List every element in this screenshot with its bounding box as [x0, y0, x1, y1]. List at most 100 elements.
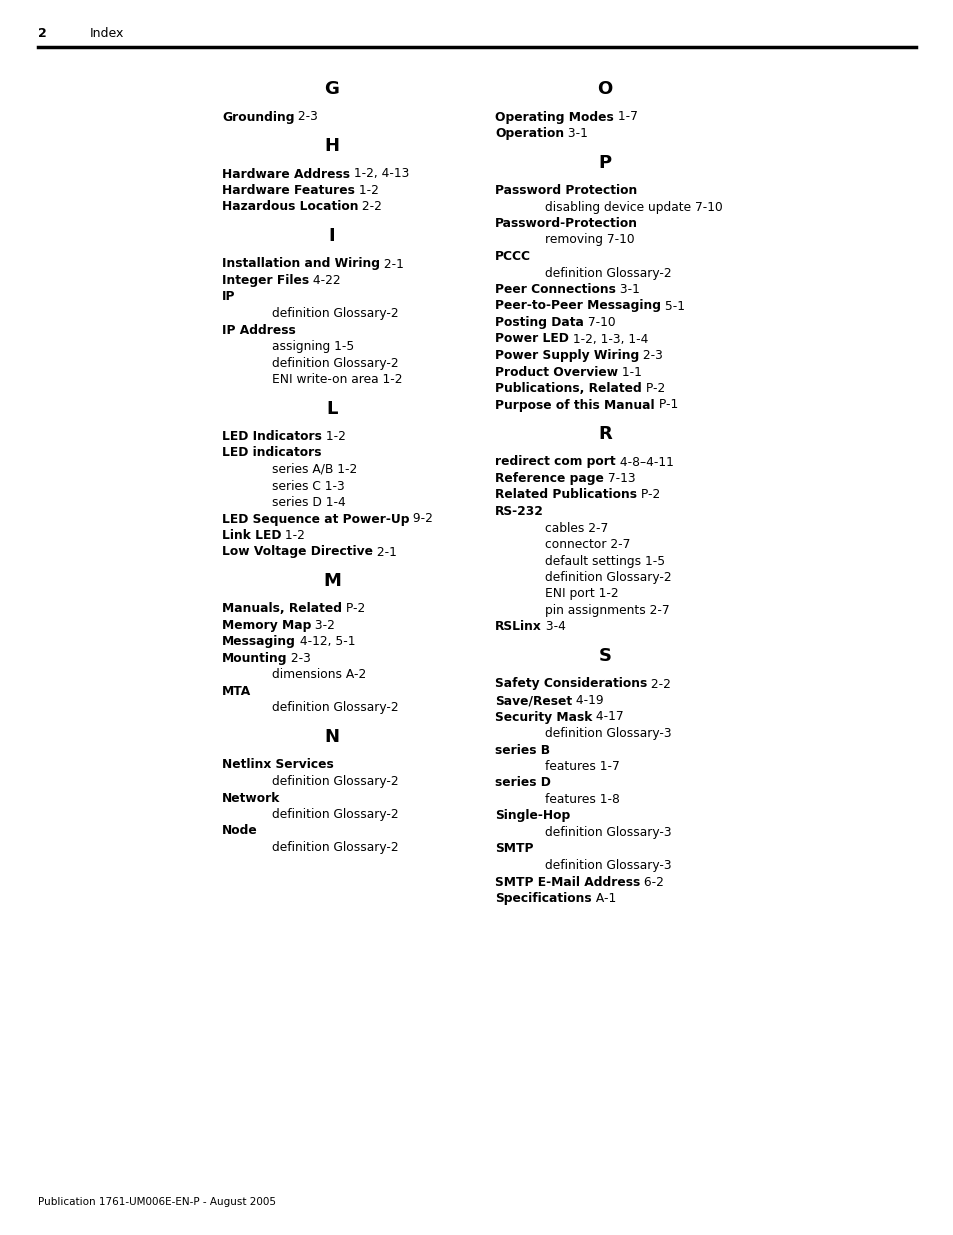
Text: series A/B 1-2: series A/B 1-2 [272, 463, 356, 475]
Text: 4-19: 4-19 [572, 694, 603, 706]
Text: Posting Data: Posting Data [495, 316, 583, 329]
Text: Hardware Address: Hardware Address [222, 168, 350, 180]
Text: features 1-7: features 1-7 [544, 760, 619, 773]
Text: 2: 2 [38, 27, 47, 40]
Text: Low Voltage Directive: Low Voltage Directive [222, 546, 373, 558]
Text: ENI write-on area 1-2: ENI write-on area 1-2 [272, 373, 402, 387]
Text: Publication 1761-UM006E-EN-P - August 2005: Publication 1761-UM006E-EN-P - August 20… [38, 1197, 275, 1207]
Text: Index: Index [90, 27, 124, 40]
Text: Publications, Related: Publications, Related [495, 382, 641, 395]
Text: Hazardous Location: Hazardous Location [222, 200, 358, 214]
Text: 3-1: 3-1 [563, 127, 587, 140]
Text: R: R [598, 425, 611, 443]
Text: Reference page: Reference page [495, 472, 603, 485]
Text: SMTP E-Mail Address: SMTP E-Mail Address [495, 876, 639, 888]
Text: definition Glossary-3: definition Glossary-3 [544, 860, 671, 872]
Text: Hardware Features: Hardware Features [222, 184, 355, 198]
Text: 2-3: 2-3 [294, 110, 318, 124]
Text: 1-2, 1-3, 1-4: 1-2, 1-3, 1-4 [568, 332, 648, 346]
Text: Purpose of this Manual: Purpose of this Manual [495, 399, 654, 411]
Text: O: O [597, 80, 612, 98]
Text: 2-1: 2-1 [373, 546, 396, 558]
Text: 4-8–4-11: 4-8–4-11 [615, 456, 673, 468]
Text: 6-2: 6-2 [639, 876, 663, 888]
Text: 1-2: 1-2 [355, 184, 378, 198]
Text: 1-1: 1-1 [618, 366, 641, 378]
Text: removing 7-10: removing 7-10 [544, 233, 634, 247]
Text: definition Glossary-2: definition Glossary-2 [272, 808, 398, 821]
Text: L: L [326, 399, 337, 417]
Text: definition Glossary-2: definition Glossary-2 [544, 267, 671, 279]
Text: definition Glossary-2: definition Glossary-2 [544, 571, 671, 584]
Text: H: H [324, 137, 339, 156]
Text: Peer Connections: Peer Connections [495, 283, 616, 296]
Text: I: I [329, 227, 335, 245]
Text: LED Sequence at Power-Up: LED Sequence at Power-Up [222, 513, 409, 526]
Text: disabling device update 7-10: disabling device update 7-10 [544, 200, 722, 214]
Text: features 1-8: features 1-8 [544, 793, 619, 806]
Text: Product Overview: Product Overview [495, 366, 618, 378]
Text: Related Publications: Related Publications [495, 489, 637, 501]
Text: Operation: Operation [495, 127, 563, 140]
Text: P-1: P-1 [654, 399, 678, 411]
Text: Messaging: Messaging [222, 636, 295, 648]
Text: Grounding: Grounding [222, 110, 294, 124]
Text: N: N [324, 727, 339, 746]
Text: Mounting: Mounting [222, 652, 287, 664]
Text: Memory Map: Memory Map [222, 619, 311, 632]
Text: 4-22: 4-22 [309, 274, 340, 287]
Text: 1-2, 4-13: 1-2, 4-13 [350, 168, 409, 180]
Text: P-2: P-2 [641, 382, 664, 395]
Text: Password Protection: Password Protection [495, 184, 637, 198]
Text: ENI port 1-2: ENI port 1-2 [544, 588, 618, 600]
Text: M: M [323, 572, 340, 590]
Text: Network: Network [222, 792, 280, 804]
Text: P: P [598, 153, 611, 172]
Text: 2-2: 2-2 [358, 200, 382, 214]
Text: Peer-to-Peer Messaging: Peer-to-Peer Messaging [495, 300, 660, 312]
Text: 1-7: 1-7 [613, 110, 637, 124]
Text: cables 2-7: cables 2-7 [544, 521, 608, 535]
Text: IP Address: IP Address [222, 324, 295, 336]
Text: Password-Protection: Password-Protection [495, 217, 638, 230]
Text: G: G [324, 80, 339, 98]
Text: 3-2: 3-2 [311, 619, 335, 632]
Text: dimensions A-2: dimensions A-2 [272, 668, 366, 682]
Text: Link LED: Link LED [222, 529, 281, 542]
Text: Power LED: Power LED [495, 332, 568, 346]
Text: A-1: A-1 [591, 892, 616, 905]
Text: 3-1: 3-1 [616, 283, 639, 296]
Text: series D 1-4: series D 1-4 [272, 496, 345, 509]
Text: P-2: P-2 [637, 489, 659, 501]
Text: 1-2: 1-2 [281, 529, 305, 542]
Text: Integer Files: Integer Files [222, 274, 309, 287]
Text: Manuals, Related: Manuals, Related [222, 603, 341, 615]
Text: definition Glossary-2: definition Glossary-2 [272, 701, 398, 715]
Text: S: S [598, 647, 611, 664]
Text: SMTP: SMTP [495, 842, 533, 856]
Text: Save/Reset: Save/Reset [495, 694, 572, 706]
Text: Installation and Wiring: Installation and Wiring [222, 258, 379, 270]
Text: default settings 1-5: default settings 1-5 [544, 555, 664, 568]
Text: series D: series D [495, 777, 550, 789]
Text: 2-3: 2-3 [639, 350, 662, 362]
Text: LED Indicators: LED Indicators [222, 430, 321, 443]
Text: Safety Considerations: Safety Considerations [495, 678, 646, 690]
Text: MTA: MTA [222, 685, 251, 698]
Text: series C 1-3: series C 1-3 [272, 479, 344, 493]
Text: 3-4: 3-4 [541, 620, 565, 634]
Text: redirect com port: redirect com port [495, 456, 615, 468]
Text: 1-2: 1-2 [321, 430, 345, 443]
Text: 7-13: 7-13 [603, 472, 635, 485]
Text: 2-1: 2-1 [379, 258, 403, 270]
Text: series B: series B [495, 743, 550, 757]
Text: Single-Hop: Single-Hop [495, 809, 570, 823]
Text: 2-3: 2-3 [287, 652, 311, 664]
Text: 4-17: 4-17 [592, 710, 623, 724]
Text: Security Mask: Security Mask [495, 710, 592, 724]
Text: LED indicators: LED indicators [222, 447, 321, 459]
Text: Specifications: Specifications [495, 892, 591, 905]
Text: pin assignments 2-7: pin assignments 2-7 [544, 604, 669, 618]
Text: definition Glossary-2: definition Glossary-2 [272, 357, 398, 369]
Text: assigning 1-5: assigning 1-5 [272, 340, 354, 353]
